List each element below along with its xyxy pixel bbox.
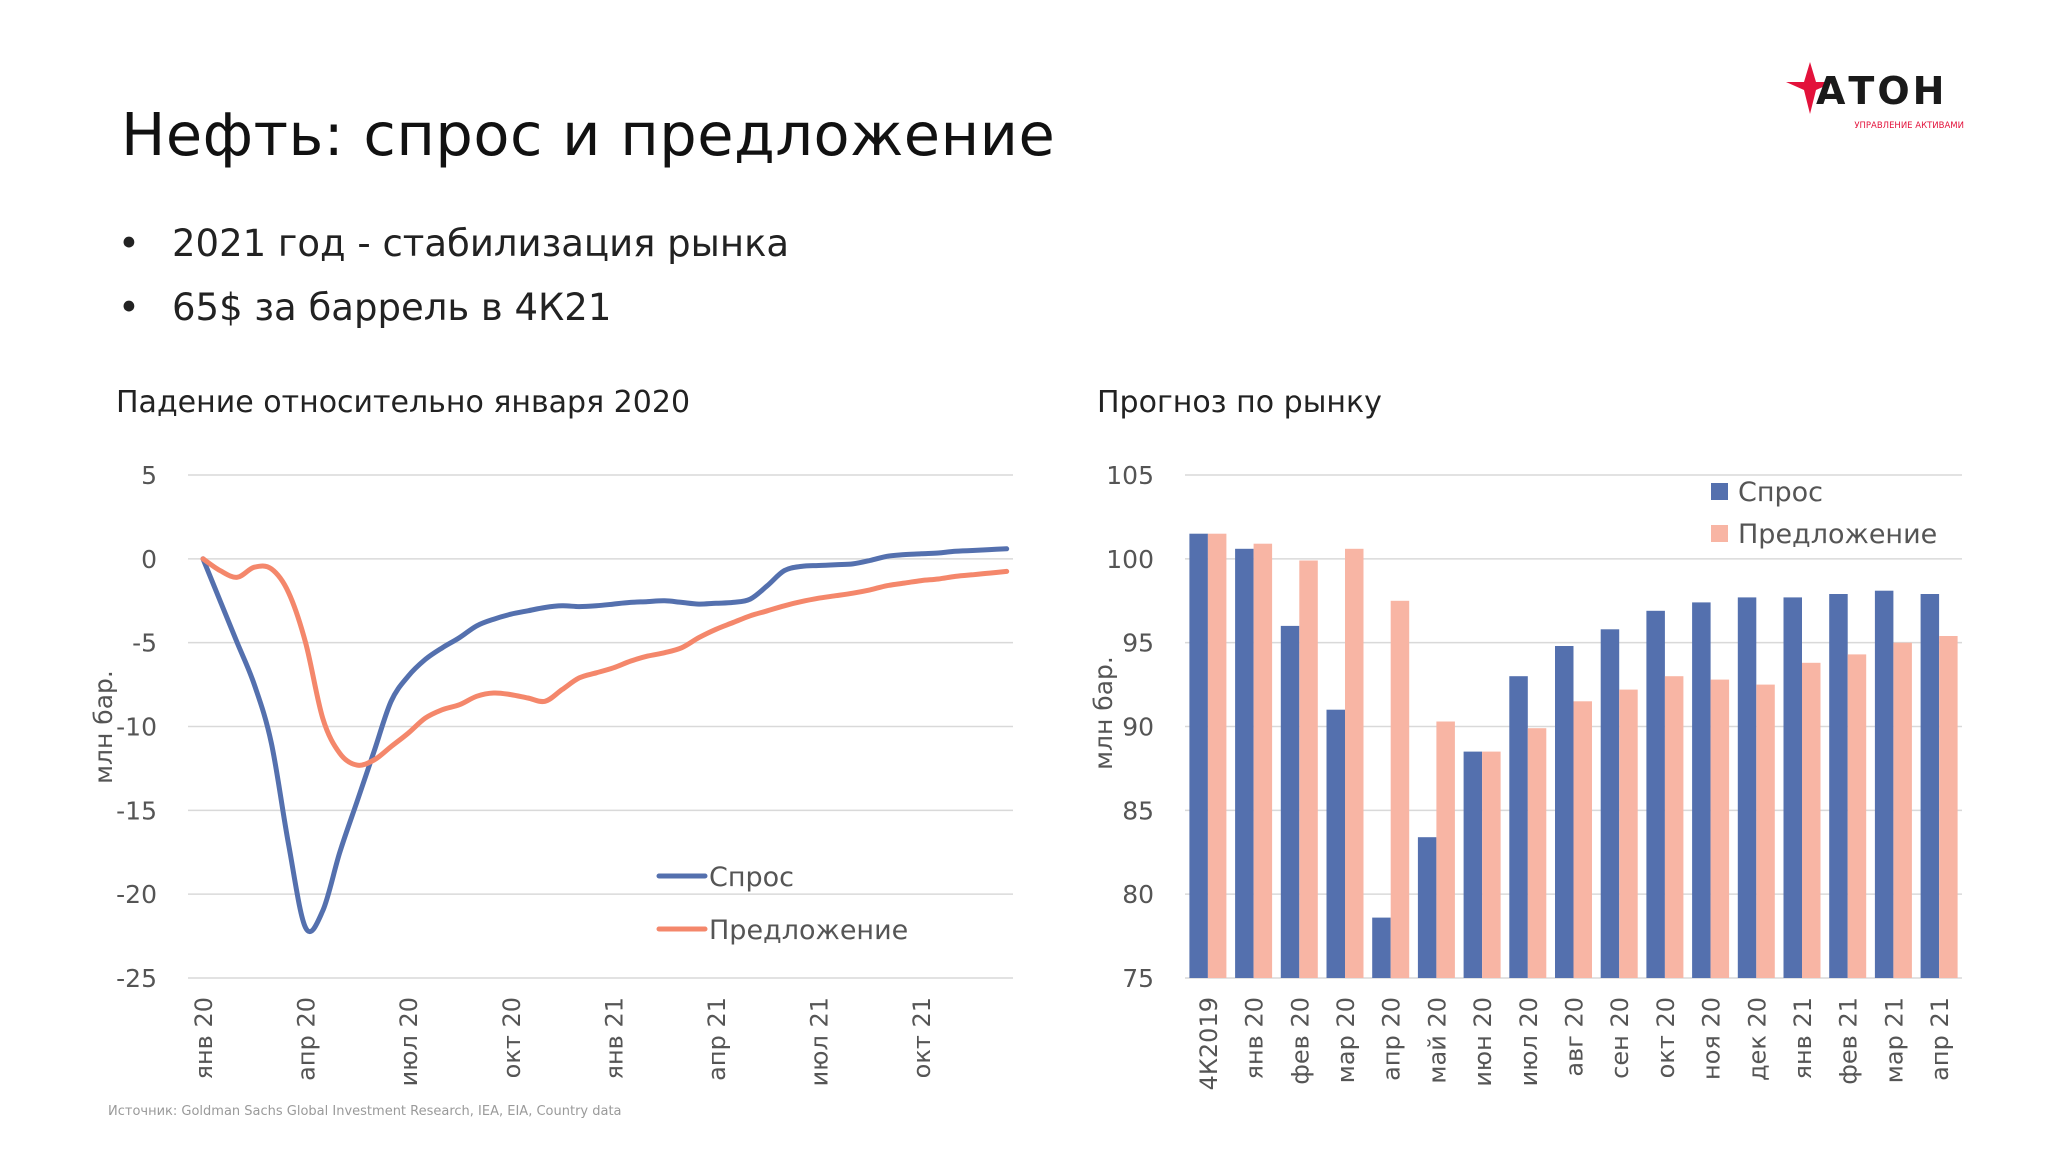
bar-demand	[1463, 751, 1483, 978]
legend-swatch	[1711, 483, 1728, 500]
x-tick-label: май 20	[1423, 997, 1451, 1084]
bar-demand	[1829, 594, 1848, 978]
x-tick-label: дек 20	[1743, 997, 1771, 1081]
bar-demand	[1783, 597, 1802, 978]
y-axis-label: млн бар.	[89, 670, 118, 784]
x-tick-label: янв 20	[1241, 997, 1269, 1079]
line-chart-title: Падение относительно января 2020	[116, 385, 691, 420]
x-tick-label: фев 21	[1835, 997, 1863, 1085]
bar-supply	[1939, 636, 1958, 978]
y-tick-label: 105	[1106, 461, 1154, 490]
x-tick-label: янв 21	[600, 997, 628, 1079]
bar-supply	[1893, 642, 1912, 978]
line-chart: 5 0 -5 -10 -15 -20 -25 янв 20 апр 20 июл 20 окт 20…	[89, 461, 1013, 1086]
bar-demand	[1417, 837, 1437, 978]
x-tick-label: апр 20	[1378, 997, 1406, 1081]
bar-demand	[1235, 548, 1254, 978]
series-line-demand	[200, 546, 1010, 935]
bar-demand	[1600, 629, 1620, 978]
legend-label: Спрос	[1738, 477, 1823, 508]
bar-supply	[1436, 721, 1455, 978]
x-tick-label: янв 20	[190, 997, 218, 1079]
bar-supply	[1710, 679, 1730, 978]
x-tick-label: ноя 20	[1698, 997, 1726, 1080]
bar-supply	[1527, 728, 1547, 978]
bar-demand	[1280, 625, 1300, 978]
x-tick-label: июл 21	[806, 997, 834, 1086]
legend-label: Предложение	[709, 915, 908, 946]
y-tick-label: 100	[1106, 545, 1154, 574]
y-tick-label: 85	[1122, 796, 1154, 825]
bar-demand	[1326, 709, 1345, 978]
bar-supply	[1207, 533, 1227, 978]
logo-name: АТОН	[1816, 69, 1947, 113]
y-tick-label: -25	[116, 964, 157, 993]
x-tick-label: июл 20	[395, 997, 423, 1086]
y-tick-label: -10	[116, 713, 157, 742]
x-tick-label: июл 20	[1515, 997, 1543, 1086]
series-line-supply	[200, 556, 1010, 768]
y-tick-label: -20	[116, 880, 157, 909]
y-tick-label: -5	[132, 629, 157, 658]
bullet-text: 65$ за баррель в 4К21	[172, 286, 612, 329]
bar-demand	[1189, 533, 1208, 978]
legend-swatch	[1711, 525, 1728, 542]
bar-supply	[1847, 654, 1867, 978]
bar-supply	[1345, 548, 1364, 978]
bar-demand	[1646, 610, 1665, 978]
bar-demand	[1874, 590, 1894, 978]
bar-supply	[1664, 676, 1684, 978]
bar-supply	[1299, 560, 1318, 978]
y-tick-label: 90	[1122, 713, 1154, 742]
x-tick-label: апр 20	[293, 997, 321, 1081]
bar-demand	[1920, 594, 1940, 978]
y-tick-label: 75	[1122, 964, 1154, 993]
x-tick-label: окт 20	[498, 997, 526, 1078]
x-tick-label: апр 21	[1926, 997, 1954, 1081]
bullet-list: • 2021 год - стабилизация рынка • 65$ за б…	[118, 212, 789, 340]
x-tick-label: мар 21	[1880, 997, 1908, 1083]
x-tick-label: окт 21	[908, 997, 936, 1078]
x-tick-label: фев 20	[1286, 997, 1314, 1085]
bar-demand	[1737, 597, 1757, 978]
x-tick-label: мар 20	[1332, 997, 1360, 1083]
x-tick-label: янв 21	[1789, 997, 1817, 1079]
bar-supply	[1482, 751, 1501, 978]
y-tick-label: 95	[1122, 629, 1154, 658]
legend-label: Предложение	[1738, 519, 1937, 550]
logo-tagline: УПРАВЛЕНИЕ АКТИВАМИ	[1854, 121, 1964, 131]
y-tick-label: 5	[141, 461, 157, 490]
bar-supply	[1390, 600, 1410, 979]
bar-supply	[1619, 689, 1638, 978]
bar-demand	[1509, 676, 1528, 978]
bar-chart-title: Прогноз по рынку	[1097, 385, 1382, 420]
bar-supply	[1253, 543, 1273, 978]
bullet-item: • 65$ за баррель в 4К21	[118, 286, 612, 329]
x-tick-label: 4К2019	[1195, 997, 1223, 1090]
bar-supply	[1802, 662, 1821, 978]
x-tick-label: авг 20	[1561, 997, 1589, 1077]
page-title: Нефть: спрос и предложение	[121, 100, 1056, 169]
x-tick-label: июн 20	[1469, 997, 1497, 1087]
y-axis-label: млн бар.	[1089, 656, 1118, 770]
bullet-text: 2021 год - стабилизация рынка	[172, 222, 790, 265]
x-tick-label: сен 20	[1606, 997, 1634, 1079]
bar-supply	[1756, 684, 1775, 978]
bar-demand	[1555, 646, 1574, 978]
bullet-item: • 2021 год - стабилизация рынка	[118, 222, 790, 265]
y-tick-label: -15	[116, 796, 157, 825]
bar-demand	[1692, 602, 1711, 978]
legend-label: Спрос	[709, 862, 794, 893]
y-tick-label: 80	[1122, 880, 1154, 909]
aton-logo: АТОН УПРАВЛЕНИЕ АКТИВАМИ	[1786, 62, 1964, 131]
bar-supply	[1573, 701, 1592, 978]
logo-mark-icon	[1786, 62, 1834, 114]
bar-demand	[1372, 917, 1391, 978]
x-tick-label: окт 20	[1652, 997, 1680, 1078]
x-tick-label: апр 21	[703, 997, 731, 1081]
source-note: Источник: Goldman Sachs Global Investmen…	[108, 1104, 622, 1119]
y-tick-label: 0	[141, 545, 157, 574]
